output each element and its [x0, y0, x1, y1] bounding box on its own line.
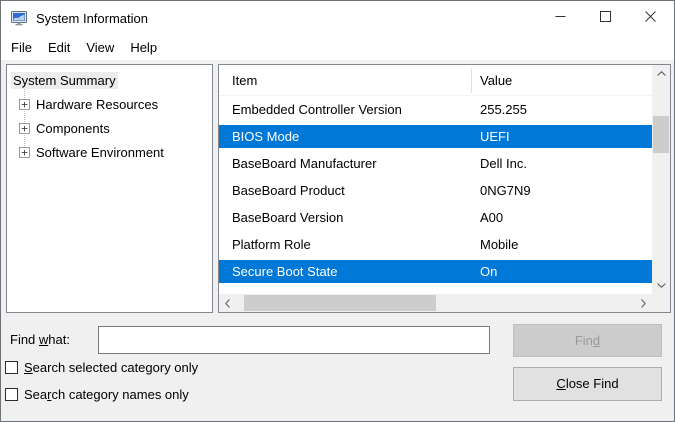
column-header-value[interactable]: Value [480, 73, 513, 88]
tree-item-label: Components [36, 120, 110, 136]
table-row[interactable]: Platform Role Mobile [219, 231, 652, 258]
table-row[interactable]: BaseBoard Product 0NG7N9 [219, 177, 652, 204]
menu-help[interactable]: Help [130, 40, 158, 55]
chevron-up-icon [656, 71, 666, 76]
scroll-right-button[interactable] [635, 294, 652, 312]
list-header: Item Value [219, 65, 652, 96]
vertical-scrollbar-thumb[interactable] [653, 116, 669, 153]
title-bar[interactable]: System Information [1, 1, 674, 35]
expand-plus-icon[interactable]: + [19, 98, 30, 110]
category-tree-panel: System Summary + Hardware Resources + Compo… [6, 64, 213, 313]
expand-plus-icon[interactable]: + [19, 122, 30, 134]
close-find-button[interactable]: Close Find [513, 367, 662, 401]
menu-file[interactable]: File [11, 40, 32, 55]
row-item-cell: BaseBoard Version [232, 210, 344, 225]
column-divider[interactable] [471, 68, 472, 93]
table-row[interactable]: BIOS Mode UEFI [219, 123, 652, 150]
row-item-cell: Embedded Controller Version [232, 102, 402, 117]
row-value-cell: 255.255 [480, 102, 527, 117]
horizontal-scrollbar-thumb[interactable] [244, 295, 436, 311]
scrollbar-corner [652, 294, 670, 312]
tree-item[interactable]: + Hardware Resources [7, 92, 212, 116]
chevron-down-icon [656, 283, 666, 288]
scroll-down-button[interactable] [652, 277, 670, 294]
table-row[interactable]: Secure Boot State On [219, 258, 652, 285]
search-selected-category-checkbox[interactable]: Search selected category only [5, 360, 198, 375]
expand-plus-icon[interactable]: + [19, 146, 30, 158]
row-item-cell: BaseBoard Product [232, 183, 345, 198]
vertical-scrollbar[interactable] [652, 65, 670, 294]
row-value-cell: Mobile [480, 237, 519, 252]
row-item-cell: Platform Role [232, 237, 311, 252]
checkbox-label: Search category names only [24, 387, 189, 402]
minimize-icon [555, 15, 566, 17]
list-rows: Embedded Controller Version 255.255 BIOS M… [219, 96, 652, 285]
tree-item[interactable]: + Software Environment [7, 140, 212, 164]
row-item-cell: BIOS Mode [232, 129, 300, 144]
chevron-left-icon [225, 298, 230, 308]
menu-view[interactable]: View [86, 40, 115, 55]
scroll-up-button[interactable] [652, 65, 670, 82]
tree-item-system-summary[interactable]: System Summary [11, 72, 118, 89]
checkbox-icon [5, 361, 18, 374]
table-row[interactable]: BaseBoard Manufacturer Dell Inc. [219, 150, 652, 177]
system-information-app-icon [11, 10, 27, 25]
row-value-cell: A00 [480, 210, 504, 225]
checkbox-label: Search selected category only [24, 360, 199, 375]
tree-item-label: Software Environment [36, 144, 164, 160]
checkbox-icon [5, 388, 18, 401]
window-title: System Information [36, 10, 148, 26]
row-value-cell: 0NG7N9 [480, 183, 531, 198]
chevron-right-icon [641, 298, 646, 308]
search-category-names-checkbox[interactable]: Search category names only [5, 387, 189, 402]
table-row[interactable]: BaseBoard Version A00 [219, 204, 652, 231]
close-icon [645, 10, 656, 22]
find-what-label: Find what: [10, 332, 70, 347]
scroll-left-button[interactable] [219, 294, 236, 312]
tree-item-label: Hardware Resources [36, 96, 159, 112]
menu-bar: File Edit View Help [1, 35, 674, 60]
maximize-icon [600, 10, 611, 22]
find-button[interactable]: Find [513, 324, 662, 357]
row-value-cell: Dell Inc. [480, 156, 527, 171]
tree-item[interactable]: + Components [7, 116, 212, 140]
row-value-cell: On [480, 264, 498, 279]
find-input[interactable] [98, 326, 490, 354]
table-row[interactable]: Embedded Controller Version 255.255 [219, 96, 652, 123]
menu-edit[interactable]: Edit [47, 40, 71, 55]
window-controls [538, 1, 673, 31]
tree-children: + Hardware Resources + Components + Software … [7, 89, 212, 164]
minimize-button[interactable] [538, 1, 583, 31]
row-item-cell: BaseBoard Manufacturer [232, 156, 377, 171]
horizontal-scrollbar[interactable] [219, 294, 652, 312]
details-list-panel: Item Value Embedded Controller Version 25… [218, 64, 671, 313]
maximize-button[interactable] [583, 1, 628, 31]
column-header-item[interactable]: Item [232, 73, 258, 88]
row-value-cell: UEFI [480, 129, 510, 144]
row-item-cell: Secure Boot State [232, 264, 338, 279]
close-button[interactable] [628, 1, 673, 31]
tree-connector-line [24, 89, 25, 152]
